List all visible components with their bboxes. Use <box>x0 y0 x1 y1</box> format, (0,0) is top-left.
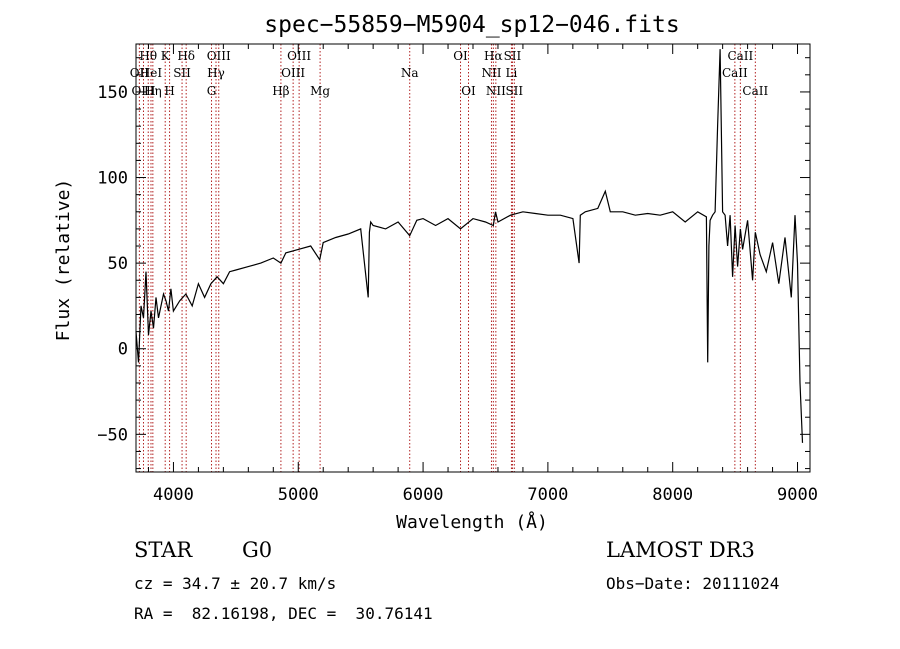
survey-name: LAMOST DR3 <box>606 538 755 562</box>
coordinates-readout: RA = 82.16198, DEC = 30.76141 <box>134 604 433 623</box>
line-label-22: SII <box>504 49 522 63</box>
x-tick-label: 4000 <box>153 485 194 505</box>
chart-title: spec−55859−M5904_sp12−046.fits <box>264 12 679 38</box>
y-axis: −50 0 50 100 150 <box>97 57 810 470</box>
line-label-15: Mg <box>310 84 330 98</box>
y-tick-label: 150 <box>97 83 128 103</box>
x-tick-label: 9000 <box>777 485 818 505</box>
emission-line-markers <box>138 44 756 472</box>
x-tick-label: 7000 <box>527 485 568 505</box>
x-axis: 4000 5000 6000 7000 8000 9000 <box>147 44 818 505</box>
line-label-24: SII <box>505 84 523 98</box>
line-label-23: Li <box>506 66 518 80</box>
spectrum-series-line <box>135 49 804 443</box>
y-tick-label: 50 <box>108 254 128 274</box>
line-label-2: HeI <box>140 66 163 80</box>
object-class: STAR <box>134 538 193 562</box>
line-label-0: Hθ <box>139 49 157 63</box>
line-label-10: Hγ <box>207 66 225 80</box>
line-label-27: CaII <box>742 84 768 98</box>
line-label-5: K <box>161 49 171 63</box>
line-label-4: OIII <box>131 84 155 98</box>
line-label-19: Hα <box>484 49 503 63</box>
line-label-7: H <box>164 84 174 98</box>
x-tick-label: 6000 <box>403 485 444 505</box>
line-label-13: OIII <box>287 49 311 63</box>
line-label-26: CaII <box>722 66 748 80</box>
line-label-3: Hη <box>144 84 162 98</box>
redshift-readout: cz = 34.7 ± 20.7 km/s <box>134 574 337 593</box>
y-axis-label: Flux (relative) <box>53 179 74 342</box>
line-label-8: Hδ <box>177 49 195 63</box>
line-label-25: CaII <box>727 49 753 63</box>
x-axis-label: Wavelength (Å) <box>396 511 548 533</box>
y-tick-label: 0 <box>118 340 128 360</box>
object-subclass: G0 <box>242 538 273 562</box>
line-label-12: Hβ <box>272 84 289 98</box>
line-label-14: OIII <box>281 66 305 80</box>
y-tick-label: 100 <box>97 169 128 189</box>
line-label-11: G <box>207 84 217 98</box>
line-label-21: NII <box>486 84 506 98</box>
x-tick-label: 8000 <box>652 485 693 505</box>
line-label-9: OIII <box>207 49 231 63</box>
line-label-1: OII <box>130 66 150 80</box>
observation-date: Obs−Date: 20111024 <box>606 574 780 593</box>
line-label-6: SII <box>173 66 191 80</box>
line-label-17: OI <box>453 49 468 63</box>
line-label-16: Na <box>401 66 419 80</box>
line-label-18: OI <box>461 84 476 98</box>
line-label-20: NII <box>481 66 501 80</box>
x-tick-label: 5000 <box>278 485 319 505</box>
y-tick-label: −50 <box>97 425 128 445</box>
